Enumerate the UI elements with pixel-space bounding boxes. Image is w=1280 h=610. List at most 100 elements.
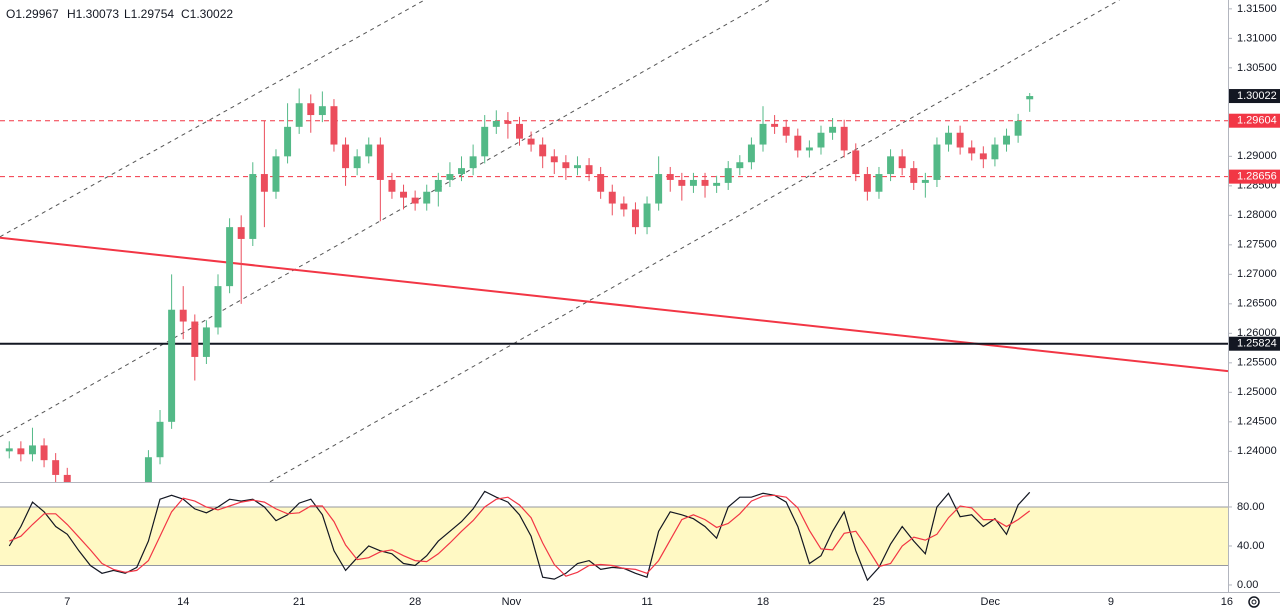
candle-body: [771, 123, 779, 127]
y-tick-label: 1.26000: [1237, 327, 1277, 339]
candle-body: [5, 448, 13, 452]
y-tick-label: 0.00: [1237, 579, 1258, 591]
candle-body: [979, 153, 987, 160]
candle-body: [713, 182, 721, 186]
candle-body: [353, 156, 361, 169]
candle-body: [805, 147, 813, 151]
candle-body: [295, 103, 303, 127]
candle-body: [492, 120, 500, 127]
candle-body: [747, 144, 755, 163]
candle-body: [539, 144, 547, 157]
candle-body: [423, 191, 431, 204]
candle-body: [921, 179, 929, 183]
candle-body: [237, 227, 245, 239]
candle-body: [968, 147, 976, 154]
y-tick-label: 1.26500: [1237, 298, 1277, 310]
candle-body: [597, 174, 605, 192]
candle-body: [388, 179, 396, 192]
x-tick-label: Dec: [981, 596, 1001, 608]
candle-body: [724, 168, 732, 183]
level-label: 1.29604: [1237, 115, 1277, 127]
candle-body: [991, 144, 999, 160]
candle-body: [562, 162, 570, 169]
candle-body: [284, 126, 292, 157]
candle-body: [678, 179, 686, 186]
candle-body: [330, 106, 338, 145]
candle-body: [458, 168, 465, 175]
candle-body: [365, 144, 373, 157]
last-price-badge: [1229, 89, 1280, 104]
candle-body: [469, 156, 477, 169]
level-badge: [1229, 336, 1280, 351]
candle-body: [794, 135, 802, 151]
candle-body: [585, 165, 593, 175]
y-tick-label: 1.29000: [1237, 150, 1277, 162]
trend-line: [269, 0, 1120, 482]
x-tick-label: 9: [1108, 596, 1114, 608]
gear[interactable]: [1248, 596, 1260, 608]
candle-body: [260, 174, 268, 192]
candle-body: [875, 174, 883, 192]
level-label: 1.28656: [1237, 171, 1277, 183]
candle-body: [1026, 96, 1034, 100]
x-tick-label: 18: [757, 596, 769, 608]
ohlc-close: C1.30022: [181, 7, 233, 21]
y-tick-label: 1.30500: [1237, 62, 1277, 74]
candle-body: [666, 174, 674, 180]
x-tick-label: 16: [1221, 596, 1233, 608]
candle-body: [156, 421, 164, 458]
candle-body: [342, 144, 350, 169]
candle-body: [1003, 135, 1010, 145]
candle-body: [168, 309, 176, 422]
y-tick-label: 1.27000: [1237, 268, 1277, 280]
x-tick-label: 25: [873, 596, 885, 608]
y-tick-label: 1.25500: [1237, 357, 1277, 369]
candle-body: [226, 227, 234, 287]
candle-body: [434, 179, 442, 192]
main-pane: [0, 0, 1228, 482]
candle-body: [782, 126, 790, 136]
x-tick-label: 21: [293, 596, 305, 608]
x-tick-label: 28: [409, 596, 421, 608]
candle-body: [202, 327, 210, 357]
candle-body: [945, 132, 953, 145]
candle-body: [689, 179, 697, 186]
candle-body: [759, 123, 767, 145]
candle-body: [28, 445, 36, 455]
candle-body: [63, 474, 71, 482]
candle-body: [446, 174, 454, 180]
candle-body: [144, 457, 152, 482]
candle-body: [620, 203, 628, 210]
x-tick-label: Nov: [502, 596, 522, 608]
candle-body: [214, 286, 222, 328]
candle-body: [318, 106, 326, 116]
candle-body: [307, 103, 315, 116]
candle-body: [52, 460, 60, 475]
candle-body: [191, 321, 199, 357]
candle-body: [481, 126, 489, 157]
candle-body: [701, 179, 709, 186]
ohlc-open: O1.29967: [6, 7, 59, 21]
y-tick-label: 1.24500: [1237, 416, 1277, 428]
y-tick-label: 80.00: [1237, 501, 1265, 513]
candle-body: [898, 156, 906, 169]
candle-body: [17, 448, 25, 455]
candle-body: [910, 168, 918, 183]
oscillator-pane: [0, 490, 1228, 582]
candle-body: [272, 156, 280, 192]
x-tick-label: 14: [177, 596, 189, 608]
candle-body: [852, 150, 860, 175]
candle-body: [249, 174, 257, 239]
gear-hub[interactable]: [1251, 599, 1257, 605]
x-tick-label: 7: [64, 596, 70, 608]
candle-body: [631, 209, 639, 228]
oscillator-line: [8, 490, 1031, 582]
candle-body: [411, 197, 419, 204]
settings-icon[interactable]: [1248, 596, 1260, 608]
level-label: 1.25824: [1237, 338, 1277, 350]
candle-body: [933, 144, 941, 180]
x-tick-label: 11: [641, 596, 652, 608]
candle-body: [504, 120, 512, 124]
candle-body: [863, 174, 871, 192]
y-tick-label: 1.28000: [1237, 209, 1277, 221]
